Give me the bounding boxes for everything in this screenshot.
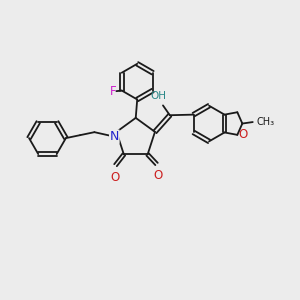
Text: O: O — [239, 128, 248, 141]
Text: OH: OH — [150, 91, 166, 101]
Text: CH₃: CH₃ — [256, 117, 275, 127]
Text: O: O — [110, 170, 120, 184]
Text: F: F — [110, 85, 116, 98]
Text: O: O — [153, 169, 162, 182]
Text: N: N — [110, 130, 119, 143]
